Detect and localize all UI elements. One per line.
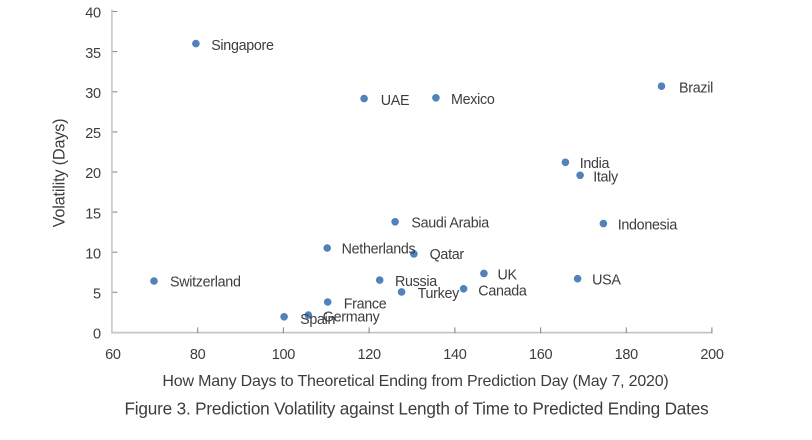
svg-text:Figure 3. Prediction Volatilit: Figure 3. Prediction Volatility against …	[125, 398, 709, 418]
svg-text:120: 120	[357, 347, 381, 363]
svg-text:160: 160	[529, 347, 553, 363]
svg-text:Switzerland: Switzerland	[170, 275, 241, 291]
svg-text:Germany: Germany	[323, 310, 381, 326]
svg-text:30: 30	[85, 86, 101, 102]
svg-text:Indonesia: Indonesia	[618, 217, 678, 233]
svg-text:60: 60	[105, 347, 121, 363]
svg-text:25: 25	[85, 126, 101, 142]
svg-text:10: 10	[85, 246, 101, 262]
svg-text:UK: UK	[498, 267, 518, 283]
svg-text:Canada: Canada	[478, 283, 527, 299]
svg-text:Turkey: Turkey	[418, 286, 461, 302]
svg-text:Mexico: Mexico	[451, 92, 495, 108]
svg-text:How Many Days to Theoretical E: How Many Days to Theoretical Ending from…	[162, 373, 668, 390]
svg-text:Qatar: Qatar	[430, 247, 465, 263]
svg-text:15: 15	[85, 206, 101, 222]
svg-text:80: 80	[190, 347, 206, 363]
svg-text:Volatility (Days): Volatility (Days)	[51, 119, 69, 228]
svg-text:Spain: Spain	[300, 312, 335, 328]
svg-text:40: 40	[85, 6, 101, 22]
svg-text:35: 35	[85, 46, 101, 62]
svg-text:India: India	[580, 156, 610, 172]
svg-text:Italy: Italy	[593, 169, 619, 185]
svg-text:0: 0	[93, 327, 101, 343]
svg-text:Brazil: Brazil	[679, 81, 713, 97]
svg-text:Netherlands: Netherlands	[342, 242, 416, 258]
svg-text:Saudi Arabia: Saudi Arabia	[411, 216, 489, 232]
svg-text:200: 200	[700, 347, 724, 363]
svg-text:20: 20	[85, 166, 101, 182]
svg-text:100: 100	[272, 347, 296, 363]
svg-text:180: 180	[615, 347, 639, 363]
svg-text:5: 5	[93, 287, 101, 303]
svg-text:UAE: UAE	[381, 93, 410, 109]
svg-text:France: France	[344, 297, 387, 313]
svg-text:140: 140	[443, 347, 467, 363]
svg-text:USA: USA	[592, 272, 621, 288]
svg-text:Russia: Russia	[395, 274, 437, 290]
svg-text:Singapore: Singapore	[211, 38, 274, 54]
